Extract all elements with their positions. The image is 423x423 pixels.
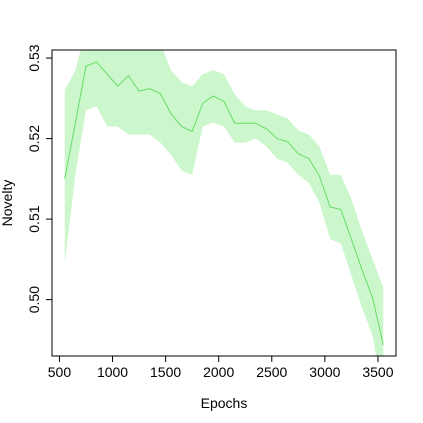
y-axis-label: Novelty [0, 180, 15, 227]
y-tick-label: 0.51 [26, 205, 42, 232]
x-tick-label: 2000 [203, 364, 234, 380]
plot-area [64, 50, 384, 356]
x-tick-label: 1500 [150, 364, 181, 380]
line [64, 61, 384, 345]
x-axis-label: Epochs [201, 395, 248, 411]
x-tick-label: 500 [48, 364, 72, 380]
confidence-band [64, 50, 384, 356]
y-tick-label: 0.50 [26, 286, 42, 313]
x-tick-label: 2500 [256, 364, 287, 380]
x-tick-label: 3000 [309, 364, 340, 380]
y-tick-label: 0.52 [26, 125, 42, 152]
x-tick-label: 3500 [362, 364, 393, 380]
x-tick-label: 1000 [97, 364, 128, 380]
y-tick-label: 0.53 [26, 44, 42, 71]
